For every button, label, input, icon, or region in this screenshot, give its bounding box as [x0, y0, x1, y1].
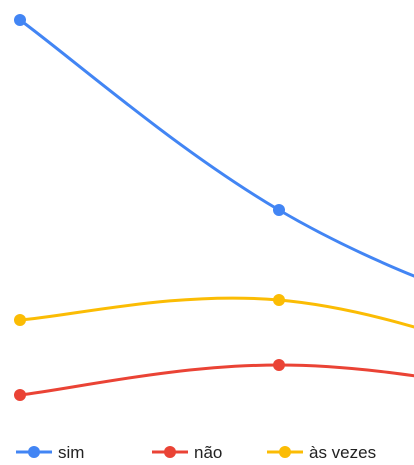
legend-label-nao: não — [194, 443, 222, 462]
legend-label-as-vezes: às vezes — [309, 443, 376, 462]
series-line-nao — [19, 363, 414, 397]
data-point-sim-1[interactable] — [273, 204, 285, 216]
data-point-nao-1[interactable] — [273, 359, 285, 371]
series-line-sim — [19, 18, 414, 278]
legend-label-sim: sim — [58, 443, 84, 462]
legend-item-nao[interactable]: não — [152, 443, 222, 462]
data-point-nao-0[interactable] — [14, 389, 26, 401]
data-point-as-vezes-1[interactable] — [273, 294, 285, 306]
plot-area — [14, 14, 414, 401]
data-point-as-vezes-0[interactable] — [14, 314, 26, 326]
legend: sim não às vezes — [16, 443, 376, 462]
data-point-sim-0[interactable] — [14, 14, 26, 26]
legend-item-sim[interactable]: sim — [16, 443, 84, 462]
legend-item-as-vezes[interactable]: às vezes — [267, 443, 376, 462]
series-line-as-vezes — [19, 296, 414, 329]
